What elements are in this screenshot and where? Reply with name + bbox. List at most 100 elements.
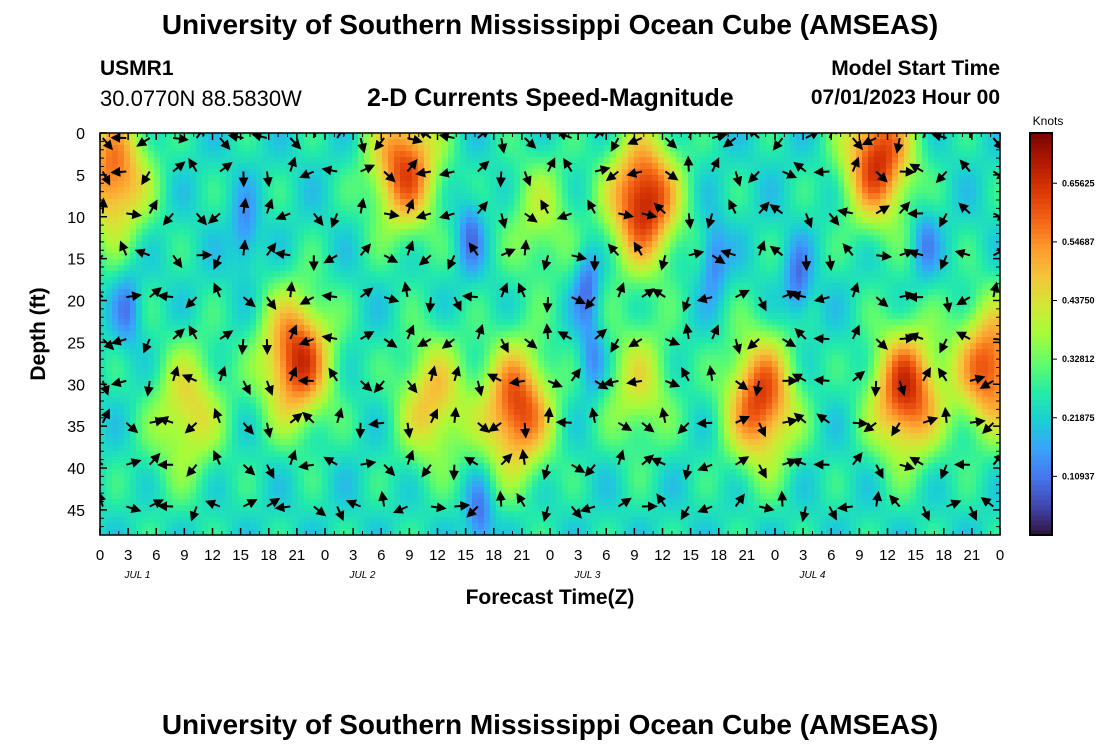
heatmap-cell	[496, 163, 503, 170]
heatmap-cell	[106, 247, 113, 254]
heatmap-cell	[688, 151, 695, 158]
heatmap-cell	[772, 157, 779, 164]
heatmap-cell	[940, 307, 947, 314]
heatmap-cell	[442, 229, 449, 236]
heatmap-cell	[418, 241, 425, 248]
heatmap-cell	[112, 307, 119, 314]
heatmap-cell	[736, 157, 743, 164]
heatmap-cell	[832, 163, 839, 170]
heatmap-cell	[196, 163, 203, 170]
heatmap-cell	[970, 223, 977, 230]
heatmap-cell	[958, 229, 965, 236]
heatmap-cell	[196, 265, 203, 272]
heatmap-cell	[154, 277, 161, 284]
heatmap-cell	[238, 235, 245, 242]
heatmap-cell	[568, 139, 575, 146]
heatmap-cell	[628, 193, 635, 200]
heatmap-cell	[808, 319, 815, 326]
heatmap-cell	[652, 247, 659, 254]
heatmap-cell	[934, 265, 941, 272]
heatmap-cell	[250, 235, 257, 242]
heatmap-cell	[304, 211, 311, 218]
heatmap-cell	[922, 145, 929, 152]
heatmap-cell	[496, 241, 503, 248]
heatmap-cell	[946, 307, 953, 314]
heatmap-cell	[400, 247, 407, 254]
heatmap-cell	[478, 229, 485, 236]
heatmap-cell	[178, 211, 185, 218]
heatmap-cell	[988, 319, 995, 326]
heatmap-cell	[244, 259, 251, 266]
heatmap-cell	[784, 313, 791, 320]
heatmap-cell	[484, 199, 491, 206]
heatmap-cell	[520, 205, 527, 212]
heatmap-cell	[712, 181, 719, 188]
heatmap-cell	[262, 247, 269, 254]
heatmap-cell	[232, 307, 239, 314]
heatmap-cell	[214, 205, 221, 212]
heatmap-cell	[208, 169, 215, 176]
heatmap-cell	[706, 151, 713, 158]
heatmap-cell	[226, 217, 233, 224]
heatmap-cell	[148, 319, 155, 326]
heatmap-cell	[820, 271, 827, 278]
heatmap-cell	[136, 163, 143, 170]
heatmap-cell	[904, 235, 911, 242]
heatmap-cell	[676, 217, 683, 224]
heatmap-cell	[364, 271, 371, 278]
heatmap-cell	[214, 151, 221, 158]
heatmap-cell	[640, 217, 647, 224]
heatmap-cell	[172, 325, 179, 332]
heatmap-cell	[436, 187, 443, 194]
heatmap-cell	[280, 223, 287, 230]
heatmap-cell	[352, 271, 359, 278]
heatmap-cell	[502, 181, 509, 188]
heatmap-cell	[496, 313, 503, 320]
heatmap-cell	[718, 301, 725, 308]
heatmap-cell	[490, 193, 497, 200]
heatmap-cell	[232, 199, 239, 206]
heatmap-cell	[982, 187, 989, 194]
heatmap-cell	[520, 139, 527, 146]
heatmap-cell	[604, 301, 611, 308]
heatmap-cell	[202, 259, 209, 266]
heatmap-cell	[946, 259, 953, 266]
heatmap-cell	[628, 289, 635, 296]
heatmap-cell	[952, 259, 959, 266]
heatmap-cell	[802, 169, 809, 176]
heatmap-cell	[148, 229, 155, 236]
heatmap-cell	[292, 187, 299, 194]
heatmap-cell	[184, 277, 191, 284]
heatmap-cell	[940, 223, 947, 230]
heatmap-cell	[124, 139, 131, 146]
heatmap-cell	[970, 253, 977, 260]
heatmap-cell	[238, 157, 245, 164]
heatmap-cell	[796, 271, 803, 278]
heatmap-cell	[652, 313, 659, 320]
heatmap-cell	[922, 301, 929, 308]
heatmap-cell	[286, 181, 293, 188]
heatmap-cell	[316, 169, 323, 176]
heatmap-cell	[310, 181, 317, 188]
heatmap-cell	[682, 295, 689, 302]
heatmap-cell	[298, 139, 305, 146]
heatmap-cell	[340, 235, 347, 242]
heatmap-cell	[238, 139, 245, 146]
heatmap-cell	[514, 259, 521, 266]
heatmap-cell	[130, 325, 137, 332]
heatmap-cell	[724, 229, 731, 236]
heatmap-cell	[298, 325, 305, 332]
heatmap-cell	[628, 229, 635, 236]
heatmap-cell	[412, 277, 419, 284]
heatmap-cell	[334, 313, 341, 320]
heatmap-cell	[346, 169, 353, 176]
heatmap-cell	[316, 181, 323, 188]
heatmap-cell	[142, 235, 149, 242]
heatmap-cell	[376, 211, 383, 218]
heatmap-cell	[766, 271, 773, 278]
heatmap-cell	[310, 139, 317, 146]
heatmap-cell	[400, 193, 407, 200]
heatmap-cell	[304, 187, 311, 194]
heatmap-cell	[610, 199, 617, 206]
heatmap-cell	[706, 163, 713, 170]
